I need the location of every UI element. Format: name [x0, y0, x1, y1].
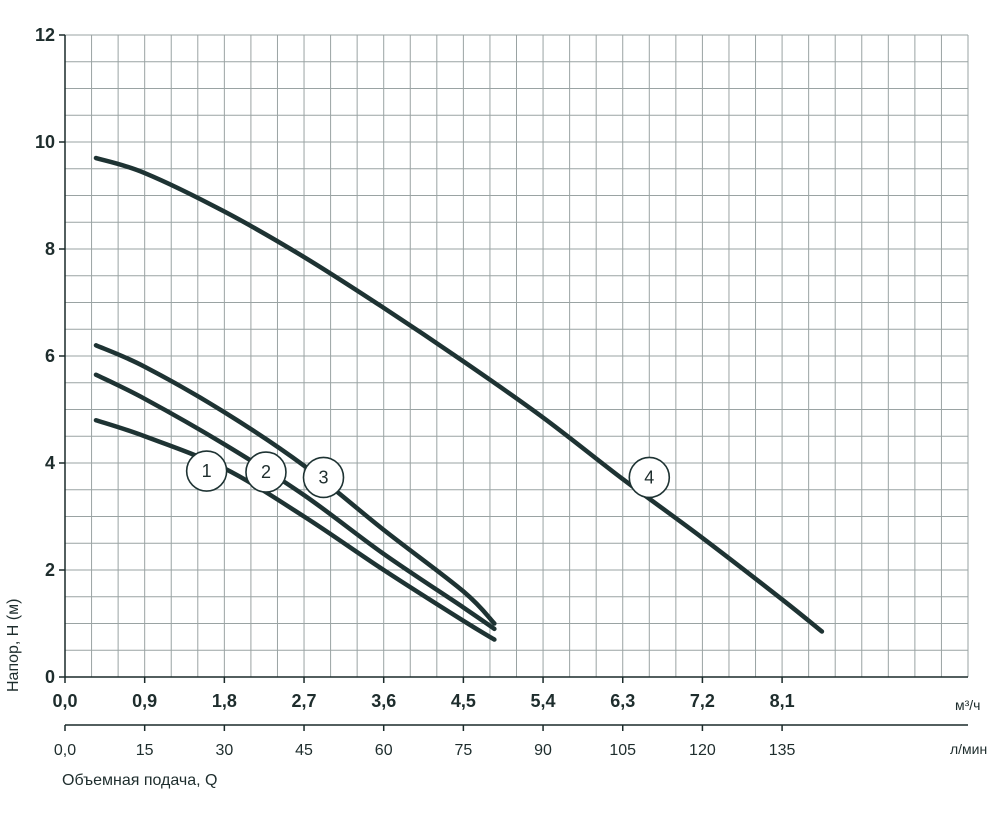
series-marker-3: [302, 456, 345, 499]
grid: [64, 34, 969, 678]
x-axis-title: Объемная подача, Q: [62, 772, 217, 789]
x2-unit-label: л/мин: [950, 741, 987, 757]
x2-tick-label: 45: [295, 742, 313, 759]
series-lines: [93, 155, 825, 642]
x-tick-label: 2,7: [292, 691, 317, 711]
y-tick-label: 6: [45, 346, 55, 366]
x-tick-label: 7,2: [690, 691, 715, 711]
x2-tick-label: 30: [215, 742, 233, 759]
series-marker-label: 1: [202, 461, 212, 481]
series-marker-label: 2: [261, 462, 271, 482]
x-tick-label: 8,1: [770, 691, 795, 711]
x2-tick-label: 75: [454, 742, 472, 759]
series-marker-4: [628, 456, 671, 499]
series-marker-label: 4: [644, 467, 654, 487]
series-line-2: [93, 372, 497, 632]
y-axis-title: Напор, H (м): [5, 599, 22, 692]
x2-tick-label: 0,0: [54, 742, 76, 759]
series-line-3: [93, 343, 497, 626]
x-tick-label: 1,8: [212, 691, 237, 711]
x2-tick-label: 90: [534, 742, 552, 759]
series-marker-2: [245, 451, 287, 493]
y-tick-label: 0: [45, 667, 55, 687]
x2-tick-label: 15: [136, 742, 154, 759]
series-marker-1: [185, 450, 228, 492]
y-tick-label: 8: [45, 239, 55, 259]
y-tick-label: 2: [45, 560, 55, 580]
x-tick-label: 6,3: [610, 691, 635, 711]
y-tick-label: 4: [45, 453, 55, 473]
y-tick-label: 12: [35, 25, 55, 45]
x2-tick-label: 105: [609, 742, 636, 759]
x-tick-label: 0,9: [132, 691, 157, 711]
series-marker-label: 3: [318, 467, 328, 487]
x-tick-label: 5,4: [531, 691, 556, 711]
x-tick-label: 3,6: [371, 691, 396, 711]
y-tick-label: 10: [35, 132, 55, 152]
series-line-1: [93, 417, 497, 642]
x2-tick-label: 135: [769, 742, 796, 759]
x-unit-label: м³/ч: [955, 697, 980, 713]
x2-tick-label: 60: [375, 742, 393, 759]
axis-labels: Объемная подача, Q Напор, H (м) м³/ч л/м…: [5, 599, 987, 789]
x-tick-label: 0,0: [52, 691, 77, 711]
series-line-4: [93, 155, 825, 634]
x2-tick-label: 120: [689, 742, 716, 759]
x-tick-label: 4,5: [451, 691, 476, 711]
series-markers: 1 2 3 4: [185, 450, 671, 499]
